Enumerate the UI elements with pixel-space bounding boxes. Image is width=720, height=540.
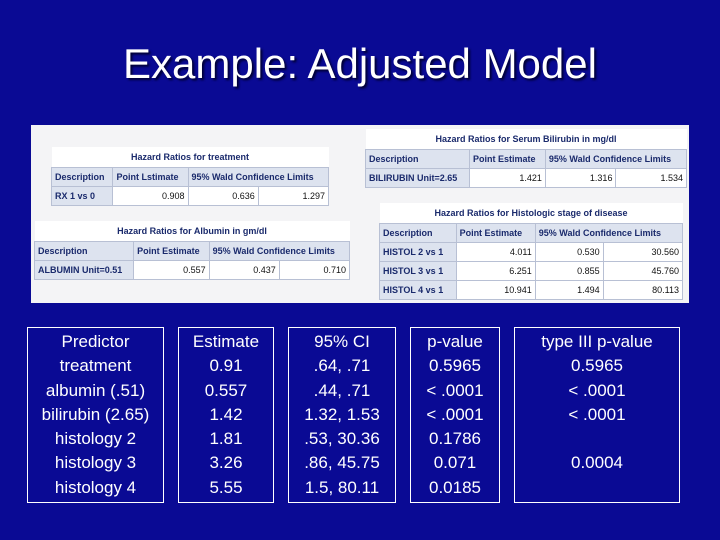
- column-header: p-value: [427, 332, 483, 351]
- column-header: 95% Wald Confidence Limits: [544, 149, 688, 169]
- row-label: ALBUMIN Unit=0.51: [33, 260, 135, 280]
- table-cell: 0.908: [112, 186, 189, 206]
- table-cell: .44, .71: [313, 380, 371, 400]
- table-cell: 5.55: [209, 477, 243, 497]
- albumin-hazard-table: Hazard Ratios for Albumin in gm/dl Descr…: [33, 221, 351, 280]
- column-header: Description: [379, 223, 457, 243]
- row-label: HISTOL 3 vs 1: [379, 261, 457, 281]
- table-cell: < .0001: [568, 404, 626, 424]
- table-caption: Hazard Ratios for Histologic stage of di…: [379, 203, 683, 224]
- column-header: Estimate: [192, 332, 260, 351]
- table-cell: histology 3: [54, 453, 137, 473]
- column-gap: [274, 328, 289, 503]
- table-cell: 0.557: [133, 260, 210, 280]
- column-header: Point Estimate: [133, 241, 210, 261]
- table-cell: bilirubin (2.65): [41, 404, 150, 424]
- table-cell: 1.316: [544, 168, 617, 188]
- column-header: 95% Wald Confidence Limits: [534, 223, 684, 243]
- column-header: 95% CI: [314, 332, 370, 351]
- sas-output-screenshot: Hazard Ratios for treatment Description …: [31, 125, 689, 303]
- table-cell: 0.071: [433, 453, 477, 473]
- table-row: HISTOL 3 vs 1 6.251 0.855 45.760: [379, 261, 684, 281]
- row-label: HISTOL 2 vs 1: [379, 242, 457, 262]
- slide-title: Example: Adjusted Model: [123, 40, 597, 87]
- table-cell: histology 2: [54, 429, 137, 449]
- table-cell: 4.011: [455, 242, 536, 262]
- treatment-hazard-table: Hazard Ratios for treatment Description …: [50, 147, 330, 206]
- ci-column: 95% CI .64, .71 .44, .71 1.32, 1.53 .53,…: [288, 326, 396, 504]
- table-cell: 0.1786: [429, 429, 481, 449]
- table-cell: 0.557: [204, 380, 248, 400]
- histologic-hazard-table: Hazard Ratios for Histologic stage of di…: [379, 203, 684, 300]
- table-cell: histology 4: [54, 477, 137, 497]
- table-cell: 0.5965: [429, 356, 481, 376]
- table-cell: treatment: [59, 356, 132, 376]
- table-cell: 6.251: [455, 261, 536, 281]
- table-cell: .86, 45.75: [304, 453, 380, 473]
- table-cell: 10.941: [455, 280, 536, 300]
- p-value-column: p-value 0.5965 < .0001 < .0001 0.1786 0.…: [410, 326, 500, 504]
- table-cell: 0.710: [278, 260, 351, 280]
- table-cell: 1.81: [209, 429, 243, 449]
- table-caption: Hazard Ratios for Serum Bilirubin in mg/…: [365, 129, 687, 150]
- table-cell: albumin (.51): [45, 380, 146, 400]
- table-row: BILIRUBIN Unit=2.65 1.421 1.316 1.534: [364, 168, 687, 188]
- summary-table: Predictor treatment albumin (.51) biliru…: [27, 326, 680, 504]
- column-gap: [396, 328, 411, 503]
- table-cell: < .0001: [568, 380, 626, 400]
- table-row: HISTOL 4 vs 1 10.941 1.494 80.113: [379, 280, 684, 300]
- table-cell: 0.91: [209, 356, 243, 376]
- table-cell: 0.636: [187, 186, 259, 206]
- table-cell: 3.26: [209, 453, 243, 473]
- table-row: RX 1 vs 0 0.908 0.636 1.297: [50, 186, 330, 206]
- table-cell: 1.494: [534, 280, 604, 300]
- column-header: Description: [50, 167, 114, 187]
- table-cell: 1.297: [257, 186, 330, 206]
- row-label: HISTOL 4 vs 1: [379, 280, 457, 300]
- estimate-column: Estimate 0.91 0.557 1.42 1.81 3.26 5.55: [178, 326, 274, 504]
- table-cell: .53, 30.36: [304, 429, 380, 449]
- row-label: BILIRUBIN Unit=2.65: [364, 168, 471, 188]
- column-header: Point Lstimate: [112, 167, 189, 187]
- column-header: Point Estimate: [469, 149, 546, 169]
- column-header: 95% Wald Confidence Limits: [208, 241, 351, 261]
- table-cell: 1.421: [469, 168, 546, 188]
- table-cell: 0.855: [534, 261, 604, 281]
- table-cell: 0.437: [208, 260, 280, 280]
- column-gap: [164, 328, 179, 503]
- table-cell: < .0001: [426, 404, 484, 424]
- row-label: RX 1 vs 0: [50, 186, 114, 206]
- table-cell: 0.5965: [571, 356, 623, 376]
- table-cell: 30.560: [602, 242, 684, 262]
- column-gap: [500, 328, 515, 503]
- column-header: type III p-value: [541, 332, 653, 351]
- column-header: Point Estimate: [455, 223, 536, 243]
- table-cell: 1.32, 1.53: [304, 404, 380, 424]
- table-cell: 0.530: [534, 242, 604, 262]
- table-cell: .64, .71: [313, 356, 371, 376]
- column-header: Predictor: [61, 332, 130, 351]
- table-caption: Hazard Ratios for Albumin in gm/dl: [34, 221, 350, 242]
- predictor-column: Predictor treatment albumin (.51) biliru…: [27, 326, 164, 504]
- type3-p-value-column: type III p-value 0.5965 < .0001 < .0001 …: [514, 326, 680, 504]
- table-row: HISTOL 2 vs 1 4.011 0.530 30.560: [379, 242, 684, 262]
- column-header: Description: [33, 241, 135, 261]
- table-cell: < .0001: [426, 380, 484, 400]
- table-row: ALBUMIN Unit=0.51 0.557 0.437 0.710: [33, 260, 351, 280]
- table-cell: 1.5, 80.11: [304, 477, 380, 497]
- bilirubin-hazard-table: Hazard Ratios for Serum Bilirubin in mg/…: [364, 129, 688, 188]
- table-cell: 1.534: [615, 168, 687, 188]
- table-cell: 1.42: [209, 404, 243, 424]
- table-cell: 0.0004: [571, 453, 623, 473]
- table-cell: 0.0185: [429, 477, 481, 497]
- column-header: Description: [364, 149, 471, 169]
- table-cell: 80.113: [602, 280, 684, 300]
- column-header: 95% Wald Confidence Limits: [187, 167, 329, 187]
- table-caption: Hazard Ratios for treatment: [51, 147, 329, 168]
- table-cell: 45.760: [602, 261, 684, 281]
